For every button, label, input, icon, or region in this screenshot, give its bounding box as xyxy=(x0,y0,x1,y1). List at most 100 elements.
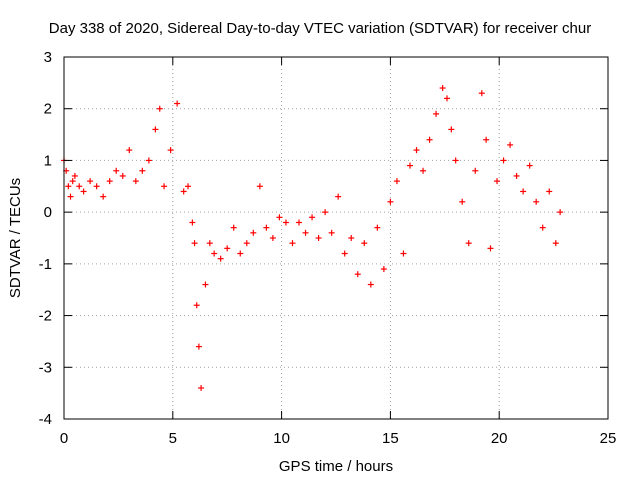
x-tick-label: 15 xyxy=(382,430,399,447)
data-point xyxy=(80,188,87,195)
plot-frame xyxy=(63,56,609,420)
data-point xyxy=(557,209,564,216)
data-point xyxy=(533,198,540,205)
data-point xyxy=(126,147,133,154)
data-point xyxy=(354,271,361,278)
data-point xyxy=(309,214,316,221)
data-point xyxy=(439,85,446,92)
data-point xyxy=(406,162,413,169)
data-point xyxy=(335,193,342,200)
data-point xyxy=(315,235,322,241)
data-point xyxy=(161,183,168,190)
data-point xyxy=(256,183,263,190)
y-tick-label: 0 xyxy=(44,204,52,221)
data-point xyxy=(198,384,205,391)
data-point xyxy=(322,209,329,216)
data-point xyxy=(119,172,126,179)
data-point xyxy=(513,172,520,179)
data-point xyxy=(393,178,400,185)
data-point xyxy=(374,224,381,231)
gridlines xyxy=(64,57,608,419)
data-point xyxy=(296,219,303,226)
data-point xyxy=(413,147,420,154)
x-tick-labels: 0 5 10 15 20 25 xyxy=(60,430,617,447)
x-tick-label: 5 xyxy=(169,430,177,447)
data-point xyxy=(472,167,479,174)
data-point xyxy=(289,240,296,247)
y-tick-label: 2 xyxy=(44,101,52,118)
data-point xyxy=(539,224,546,231)
y-tick-label: -3 xyxy=(39,359,52,376)
data-point xyxy=(263,224,270,231)
data-point xyxy=(106,178,113,185)
data-point xyxy=(193,302,200,309)
data-point xyxy=(65,183,72,190)
y-tick-label: -1 xyxy=(39,256,52,273)
y-tick-label: -2 xyxy=(39,308,52,325)
data-point xyxy=(348,235,355,241)
data-point xyxy=(507,141,514,148)
data-point xyxy=(546,188,553,195)
data-point xyxy=(552,240,559,247)
data-point xyxy=(420,167,427,174)
x-axis-label: GPS time / hours xyxy=(279,458,393,475)
data-point xyxy=(465,240,472,247)
data-point xyxy=(180,188,187,195)
data-point xyxy=(452,157,459,164)
data-point xyxy=(185,183,192,190)
data-point xyxy=(191,240,198,247)
data-point xyxy=(520,188,527,195)
y-tick-label: 1 xyxy=(44,152,52,169)
data-point xyxy=(487,245,494,252)
x-tick-label: 25 xyxy=(600,430,617,447)
data-point xyxy=(380,266,387,273)
data-point xyxy=(202,281,209,288)
data-point xyxy=(76,183,83,190)
data-point xyxy=(243,240,250,247)
data-point xyxy=(443,95,450,102)
data-points xyxy=(61,85,564,391)
data-point xyxy=(195,343,202,350)
data-point xyxy=(478,90,485,97)
data-point xyxy=(276,214,283,221)
y-tick-labels: -4 -3 -2 -1 0 1 2 3 xyxy=(39,49,52,428)
data-point xyxy=(224,245,231,252)
data-point xyxy=(139,167,146,174)
data-point xyxy=(237,250,244,257)
x-tick-label: 10 xyxy=(273,430,290,447)
data-point xyxy=(361,240,368,247)
data-point xyxy=(400,250,407,257)
data-point xyxy=(433,110,440,117)
data-point xyxy=(426,136,433,143)
data-point xyxy=(282,219,289,226)
data-point xyxy=(93,183,100,190)
data-point xyxy=(217,255,224,262)
data-point xyxy=(211,250,218,257)
y-tick-label: 3 xyxy=(44,49,52,66)
y-tick-label: -4 xyxy=(39,411,52,428)
data-point xyxy=(132,178,139,185)
data-point xyxy=(250,229,257,236)
data-point xyxy=(500,157,507,164)
data-point xyxy=(87,178,94,185)
data-point xyxy=(71,172,78,179)
chart-title: Day 338 of 2020, Sidereal Day-to-day VTE… xyxy=(49,20,591,37)
axis-ticks xyxy=(63,56,609,420)
x-tick-label: 0 xyxy=(60,430,68,447)
data-point xyxy=(328,229,335,236)
data-point xyxy=(152,126,159,133)
data-point xyxy=(526,162,533,169)
data-point xyxy=(189,219,196,226)
data-point xyxy=(230,224,237,231)
data-point xyxy=(269,235,276,241)
y-axis-label: SDTVAR / TECUs xyxy=(7,178,24,298)
data-point xyxy=(459,198,466,205)
data-point xyxy=(448,126,455,133)
data-point xyxy=(302,229,309,236)
data-point xyxy=(483,136,490,143)
data-point xyxy=(113,167,120,174)
data-point xyxy=(367,281,374,288)
data-point xyxy=(100,193,107,200)
